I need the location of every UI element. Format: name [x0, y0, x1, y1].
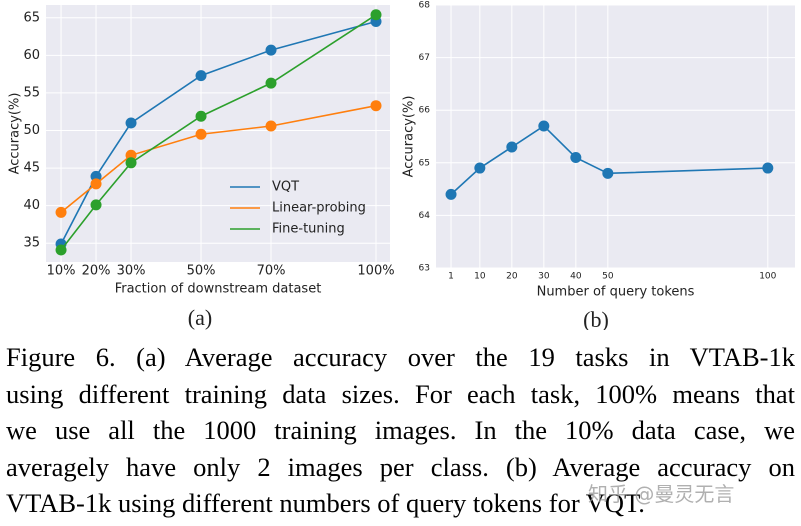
y-tick-label: 67	[419, 53, 430, 63]
y-tick-label: 65	[23, 10, 40, 25]
caption-line: VTAB-1k using different numbers of query…	[6, 488, 645, 518]
data-point	[474, 162, 486, 174]
y-tick-label: 60	[23, 48, 40, 63]
data-point	[195, 70, 207, 82]
y-tick-label: 40	[23, 198, 40, 213]
data-point	[538, 120, 550, 132]
y-tick-label: 64	[419, 211, 431, 221]
subcaption: (a)	[188, 305, 212, 330]
y-tick-label: 35	[23, 236, 40, 251]
figure: 35 40 45 50 55 60 65 10% 20% 30% 50% 70% 100% Fractio…	[8, 1, 795, 330]
caption-line: using different training data sizes. For…	[6, 378, 795, 409]
data-point	[265, 77, 277, 89]
legend-label: VQT	[272, 180, 299, 195]
x-tick-label: 40	[570, 272, 582, 282]
series-line	[60, 104, 377, 214]
x-tick-label: 30	[538, 272, 550, 282]
x-axis-label: Number of query tokens	[537, 285, 695, 300]
data-point	[195, 110, 207, 122]
watermark: 知乎 @曼灵无言	[588, 482, 735, 506]
data-point	[125, 157, 137, 169]
x-tick-label: 100	[759, 272, 776, 282]
x-tick-label: 50	[602, 272, 614, 282]
data-point	[506, 141, 518, 153]
data-point	[602, 167, 614, 179]
x-tick-label: 50%	[187, 264, 216, 279]
y-tick-label: 68	[419, 1, 431, 11]
x-tick-label: 20%	[82, 264, 111, 279]
x-tick-label: 100%	[357, 264, 394, 279]
data-point	[90, 170, 102, 182]
caption-line: averagely have only 2 images per class. …	[6, 451, 795, 482]
y-axis-label: Accuracy(%)	[402, 96, 417, 178]
data-point	[370, 100, 382, 112]
data-point	[55, 206, 67, 218]
y-tick-label: 65	[419, 158, 430, 168]
y-axis-label: Accuracy(%)	[8, 93, 23, 175]
data-point	[55, 244, 67, 256]
x-axis-label: Fraction of downstream dataset	[115, 282, 322, 297]
data-point	[125, 149, 137, 161]
plot-area	[436, 5, 795, 268]
subcaption: (b)	[583, 307, 609, 330]
y-tick-label: 45	[23, 161, 40, 176]
data-point	[370, 9, 382, 21]
legend-label: Linear-probing	[272, 201, 366, 216]
data-point	[125, 117, 137, 129]
x-tick-label: 10%	[47, 264, 76, 279]
data-point	[762, 162, 774, 174]
data-point	[195, 128, 207, 140]
data-point	[265, 44, 277, 56]
legend-label: Fine-tuning	[272, 222, 345, 237]
x-tick-label: 30%	[117, 264, 146, 279]
plot-area	[46, 5, 390, 262]
data-point	[570, 152, 582, 164]
x-tick-label: 20	[506, 272, 518, 282]
data-point	[90, 178, 102, 190]
caption-line: we use all the 1000 training images. In …	[6, 415, 795, 445]
caption-line: Figure 6. (a) Average accuracy over the …	[6, 342, 795, 372]
data-point	[445, 188, 457, 200]
y-tick-label: 50	[23, 123, 40, 138]
x-tick-label: 1	[448, 272, 454, 282]
data-point	[90, 199, 102, 211]
data-point	[265, 120, 277, 132]
x-tick-label: 10	[474, 272, 486, 282]
y-tick-label: 55	[23, 85, 40, 100]
y-tick-label: 66	[419, 106, 431, 116]
y-tick-label: 63	[419, 264, 430, 274]
series-line	[60, 14, 377, 251]
x-tick-label: 70%	[257, 264, 286, 279]
